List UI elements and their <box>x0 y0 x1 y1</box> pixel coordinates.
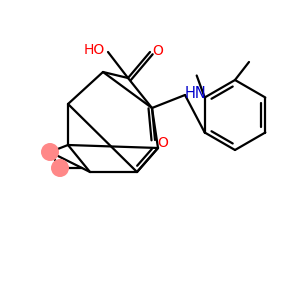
Circle shape <box>51 159 69 177</box>
Text: O: O <box>153 44 164 58</box>
Text: HN: HN <box>184 85 206 100</box>
Circle shape <box>41 143 59 161</box>
Text: HO: HO <box>83 43 105 57</box>
Text: O: O <box>158 136 168 150</box>
